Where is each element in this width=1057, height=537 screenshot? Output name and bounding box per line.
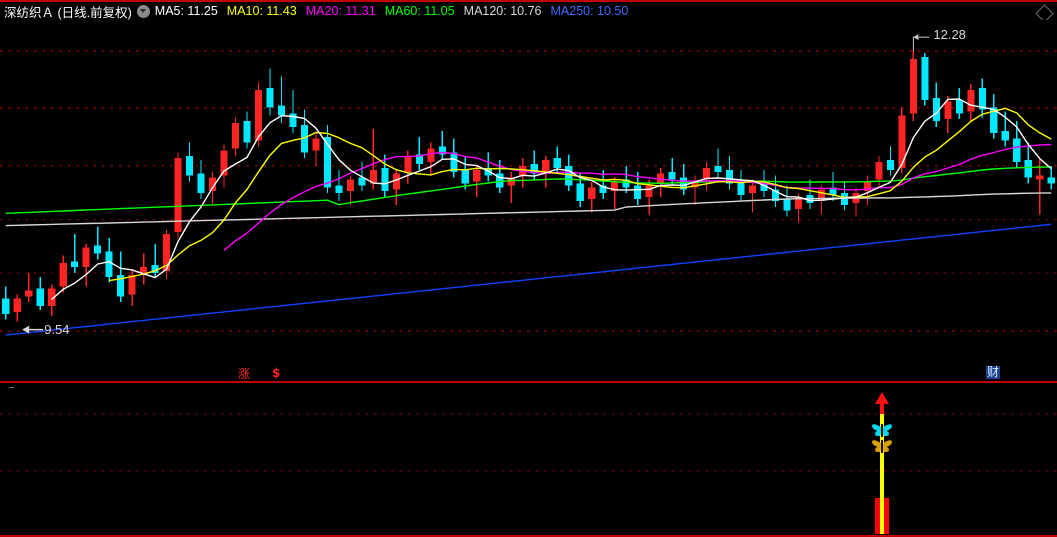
window-top-border (0, 0, 1057, 2)
window-bottom-border (0, 535, 1057, 537)
page-title: 深纺织Ａ (日线.前复权) (4, 5, 132, 20)
marker-cai[interactable]: 财 (986, 365, 1001, 379)
high-price-label: 12.28 (933, 27, 966, 43)
legend-ma60[interactable]: MA60: 11.05 (384, 4, 455, 18)
price-chart-svg (0, 34, 1057, 336)
chevron-down-circle-icon[interactable] (136, 4, 150, 18)
legend-ma120[interactable]: MA120: 10.76 (463, 4, 542, 18)
legend-ma20[interactable]: MA20: 11.31 (305, 4, 376, 18)
indicator-pane[interactable] (0, 388, 1057, 537)
legend-ma10[interactable]: MA10: 11.43 (226, 4, 297, 18)
low-price-label: 9.54 (44, 321, 70, 337)
chart-header: 深纺织Ａ (日线.前复权) MA5: 11.25 MA10: 11.43 MA2… (0, 2, 1057, 20)
legend-ma5[interactable]: MA5: 11.25 (154, 4, 218, 18)
price-chart-pane[interactable] (0, 20, 1057, 380)
marker-dollar[interactable]: $ (272, 366, 281, 380)
indicator-chart-svg (0, 392, 1057, 534)
legend-ma250[interactable]: MA250: 10.50 (550, 4, 629, 18)
pane-divider (0, 381, 1057, 383)
marker-zhang[interactable]: 涨 (238, 367, 251, 381)
